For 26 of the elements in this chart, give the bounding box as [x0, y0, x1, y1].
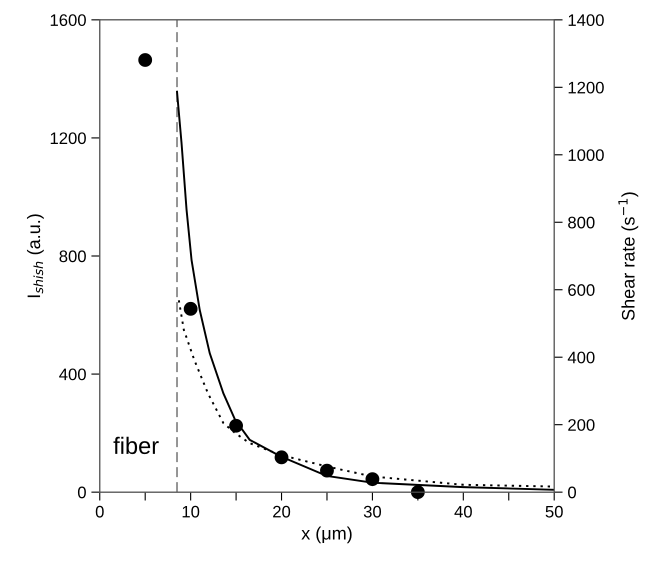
point [184, 302, 198, 316]
y-tick-label: 0 [78, 486, 86, 498]
y-tick-label: 1600 [50, 14, 86, 26]
x-axis-title: x (μm) [301, 526, 352, 544]
point [138, 53, 152, 67]
annotation: fiber [113, 436, 159, 454]
y-tick-label: 1200 [50, 132, 86, 144]
y2-tick-label: 200 [568, 419, 595, 431]
x-tick-label: 30 [364, 506, 382, 518]
x-tick-label: 0 [96, 506, 104, 518]
y2-tick-label: 0 [568, 486, 576, 498]
x-tick-label: 10 [182, 506, 200, 518]
point [410, 485, 425, 500]
y-axis-title: I$_{shish}$ (a.u.) [26, 214, 44, 298]
x-tick-label: 20 [273, 506, 290, 518]
y-tick-label: 800 [59, 250, 86, 262]
y2-tick-label: 1400 [568, 14, 604, 26]
x-tick-label: 50 [546, 506, 563, 518]
y2-tick-label: 1200 [568, 82, 604, 94]
y2-tick-label: 600 [568, 284, 595, 296]
y2-tick-label: 800 [568, 216, 595, 228]
y-tick-label: 400 [59, 368, 86, 380]
y2-tick-label: 1000 [568, 149, 604, 161]
x-tick-label: 40 [454, 506, 472, 518]
y2-tick-label: 400 [568, 352, 595, 364]
y2-axis-title: Shear rate (s$^{−1}$) [618, 192, 638, 320]
